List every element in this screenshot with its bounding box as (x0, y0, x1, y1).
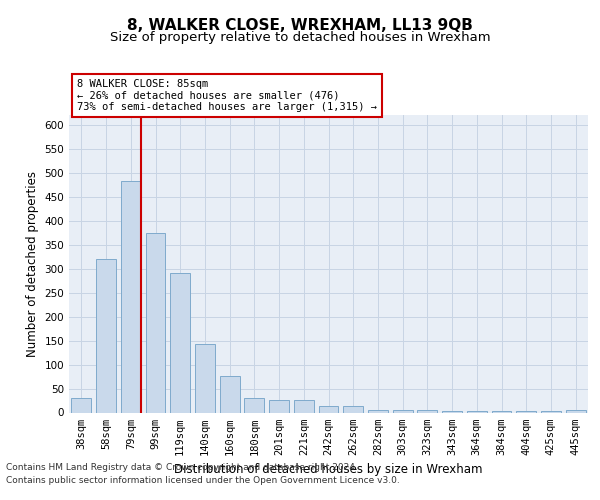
Bar (467, 410, 487, 412)
Bar (393, 410, 413, 412)
Bar (491, 410, 511, 412)
Bar (71, 398, 91, 412)
Bar (368, 410, 388, 412)
Y-axis label: Number of detached properties: Number of detached properties (26, 171, 39, 357)
Text: 8, WALKER CLOSE, WREXHAM, LL13 9QB: 8, WALKER CLOSE, WREXHAM, LL13 9QB (127, 18, 473, 32)
Bar (146, 232, 166, 412)
Text: Contains HM Land Registry data © Crown copyright and database right 2024.: Contains HM Land Registry data © Crown c… (6, 462, 358, 471)
Bar (294, 400, 314, 412)
Bar (220, 376, 239, 412)
Bar (319, 406, 338, 412)
Bar (269, 400, 289, 412)
Bar (195, 344, 215, 412)
Text: 8 WALKER CLOSE: 85sqm
← 26% of detached houses are smaller (476)
73% of semi-det: 8 WALKER CLOSE: 85sqm ← 26% of detached … (77, 79, 377, 112)
Text: Size of property relative to detached houses in Wrexham: Size of property relative to detached ho… (110, 32, 490, 44)
Text: Contains public sector information licensed under the Open Government Licence v3: Contains public sector information licen… (6, 476, 400, 485)
Bar (121, 180, 140, 412)
Bar (244, 398, 264, 412)
Bar (418, 410, 437, 412)
X-axis label: Distribution of detached houses by size in Wrexham: Distribution of detached houses by size … (174, 463, 483, 476)
Bar (566, 410, 586, 412)
Bar (170, 274, 190, 412)
Bar (541, 411, 561, 412)
Bar (442, 410, 462, 412)
Bar (517, 411, 536, 412)
Bar (96, 259, 116, 412)
Bar (343, 406, 363, 412)
